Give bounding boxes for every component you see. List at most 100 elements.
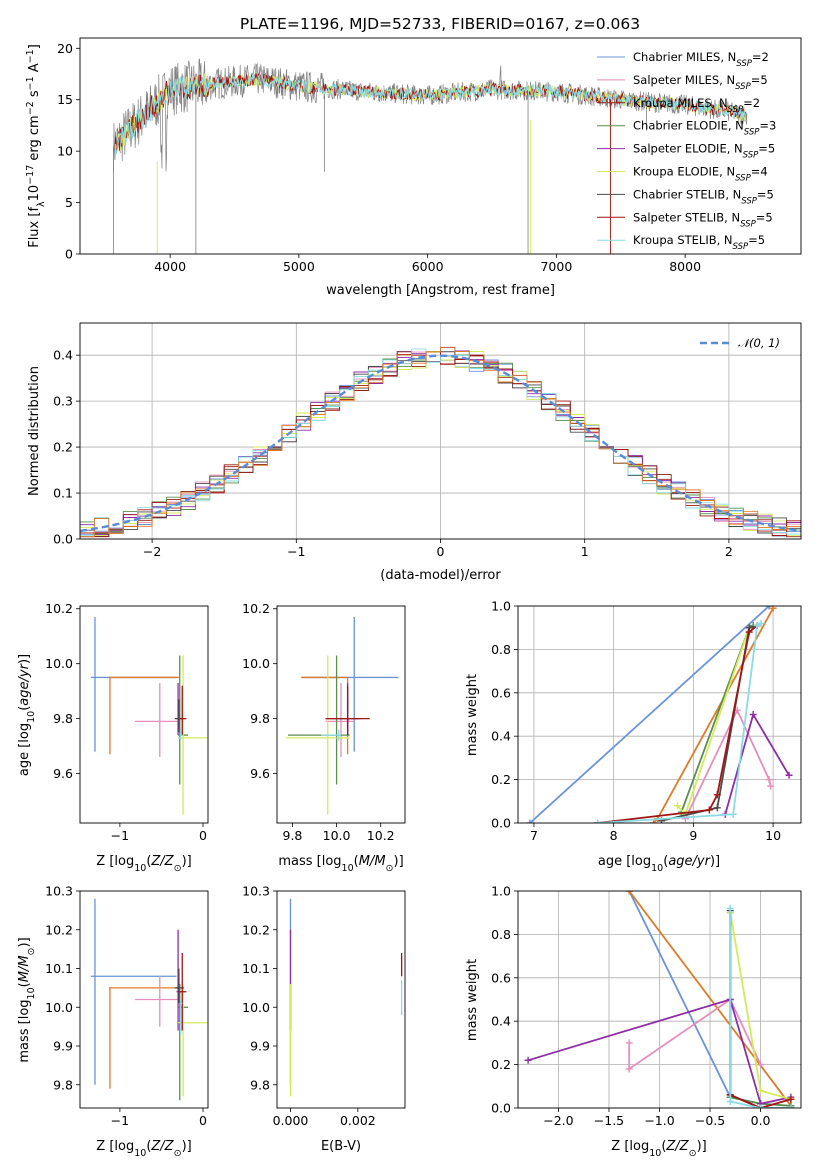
y-tick-label: 10.2	[242, 601, 270, 616]
massweight-vs-z-axes-plot	[524, 891, 795, 1108]
mass-weight-marker	[757, 1087, 765, 1095]
y-tick-label: 10.0	[45, 656, 73, 671]
x-tick-label: 10	[765, 828, 781, 843]
x-tick-label: 0	[437, 544, 445, 559]
x-tick-label: 10.2	[367, 828, 395, 843]
spectrum-xlabel: wavelength [Angstrom, rest frame]	[326, 283, 555, 298]
legend-label: 𝒩(0, 1)	[738, 336, 780, 350]
mass-ylabel: mass [log10(M/M⊙)]	[17, 937, 37, 1062]
legend-label: Chabrier ELODIE, NSSP=3	[633, 119, 776, 138]
x-tick-label: 7	[530, 828, 538, 843]
mass-weight-line	[729, 908, 791, 1108]
y-tick-label: 0.2	[491, 772, 511, 787]
mass-weight-marker	[625, 891, 633, 895]
age-ylabel: age [log10(age/yr)]	[17, 654, 37, 776]
age-vs-mass-axes: 9.8 10.0 10.2 9.6 9.8 10.0 10.2	[242, 601, 406, 843]
y-tick-label: 0.2	[491, 1057, 511, 1072]
y-tick-label: 0.6	[491, 970, 511, 985]
y-tick-label: 0.3	[53, 394, 73, 409]
mass-weight-marker	[767, 782, 775, 790]
y-tick-label: 9.8	[53, 1077, 73, 1092]
mass-weight-marker	[787, 1104, 795, 1108]
age-vs-z-axes: −1 0 9.6 9.8 10.0 10.2	[45, 601, 209, 843]
massweight-ylabel-top: mass weight	[465, 674, 480, 756]
mass-weight-line	[729, 1094, 792, 1108]
histogram-ylabel: Normed distribution	[27, 366, 42, 496]
x-tick-label: −2.0	[543, 1113, 573, 1128]
y-tick-label: 9.9	[53, 1039, 73, 1054]
mass-weight-line	[684, 708, 772, 820]
x-tick-label: 5000	[283, 259, 315, 274]
mass-weight-marker	[625, 1039, 633, 1047]
mass-weight-line	[527, 998, 792, 1105]
spectrum-axes-frame	[79, 37, 802, 255]
x-tick-label: 10.0	[323, 828, 351, 843]
massweight-vs-z-xlabel: Z [log10(Z/Z⊙)]	[611, 1139, 706, 1159]
x-tick-label: 4000	[154, 259, 186, 274]
mass-weight-marker	[765, 776, 773, 784]
x-tick-label: −0.5	[695, 1113, 725, 1128]
mass-weight-marker	[785, 771, 793, 779]
legend-label: Chabrier MILES, NSSP=2	[633, 50, 769, 69]
legend-label: Chabrier STELIB, NSSP=5	[633, 187, 774, 206]
x-tick-label: 1	[581, 544, 589, 559]
age-vs-z-xlabel: Z [log10(Z/Z⊙)]	[96, 854, 191, 874]
spectrum-ylabel: Flux [fλ10−17 erg cm−2 s−1 A−1]	[25, 44, 47, 248]
mass-weight-line	[628, 891, 761, 1105]
mass-vs-ebv-axes: 0.000 0.002 9.8 9.9 10.0 10.1 10.2 10.3	[242, 884, 406, 1128]
y-tick-label: 0.0	[491, 1101, 511, 1116]
legend-label: Salpeter STELIB, NSSP=5	[633, 210, 773, 229]
x-tick-label: 0	[199, 828, 207, 843]
x-tick-label: −1	[111, 1113, 129, 1128]
mass-weight-marker	[787, 1095, 795, 1103]
mass-weight-marker	[753, 622, 761, 630]
legend-label: Kroupa MILES, NSSP=2	[633, 96, 760, 115]
x-tick-label: 0	[199, 1113, 207, 1128]
mass-weight-marker	[769, 606, 777, 612]
y-tick-label: 0.4	[491, 729, 511, 744]
histogram-xlabel: (data-model)/error	[380, 568, 501, 583]
age-vs-mass-xlabel: mass [log10(M/M⊙)]	[278, 854, 403, 874]
histogram-axes: −2 −1 0 1 2 0.0 0.1 0.2 0.3 0.4	[53, 322, 802, 559]
mass-weight-marker	[713, 791, 721, 799]
x-tick-label: −1.0	[644, 1113, 674, 1128]
x-tick-label: 6000	[412, 259, 444, 274]
age-vs-mass-axes-frame	[276, 605, 406, 824]
legend-label: Salpeter MILES, NSSP=5	[633, 73, 768, 92]
mass-vs-ebv-axes-frame	[276, 890, 406, 1109]
legend-label: Kroupa STELIB, NSSP=5	[633, 233, 765, 252]
y-tick-label: 10.0	[242, 1000, 270, 1015]
y-tick-label: 9.8	[53, 711, 73, 726]
histogram-axes-plot	[80, 346, 801, 538]
massweight-vs-age-xlabel: age [log10(age/yr)]	[598, 854, 720, 874]
mass-vs-z-axes-frame	[79, 890, 209, 1109]
x-tick-label: −1.5	[594, 1113, 624, 1128]
spectrum-axes-plot	[113, 58, 748, 254]
mass-weight-marker	[625, 1065, 633, 1073]
y-tick-label: 0.0	[53, 532, 73, 547]
x-tick-label: 2	[725, 544, 733, 559]
y-tick-label: 5	[65, 195, 73, 210]
y-tick-label: 9.8	[250, 711, 270, 726]
x-tick-label: 0.002	[340, 1113, 376, 1128]
mass-weight-line	[597, 624, 758, 823]
y-tick-label: 0.1	[53, 486, 73, 501]
y-tick-label: 9.6	[53, 766, 73, 781]
mass-weight-marker	[729, 810, 737, 818]
figure-title: PLATE=1196, MJD=52733, FIBERID=0167, z=0…	[240, 15, 640, 33]
y-tick-label: 9.6	[250, 766, 270, 781]
y-tick-label: 10.3	[242, 884, 270, 899]
y-tick-label: 10.1	[242, 961, 270, 976]
age-vs-z-axes-frame	[79, 605, 209, 824]
histogram-step	[80, 346, 801, 538]
x-tick-label: 7000	[540, 259, 572, 274]
massweight-vs-z-axes: −2.0 −1.5 −1.0 −0.5 0.0 0.0 0.2 0.4 0.6 0.8 1.0	[491, 884, 802, 1128]
mass-weight-marker	[757, 1061, 765, 1069]
spectrum-model	[114, 72, 746, 158]
mass-weight-line	[597, 622, 762, 823]
mass-weight-marker	[757, 1104, 765, 1108]
mass-weight-marker	[650, 819, 658, 823]
y-tick-label: 10.1	[45, 961, 73, 976]
y-tick-label: 10.2	[45, 601, 73, 616]
